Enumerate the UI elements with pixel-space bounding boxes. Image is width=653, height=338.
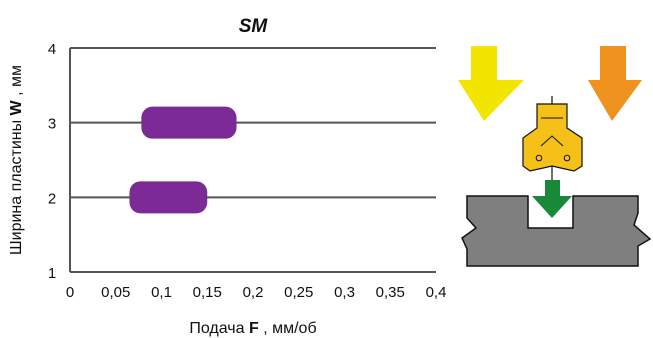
x-tick-label: 0,05 xyxy=(101,284,130,301)
x-tick-label: 0,35 xyxy=(376,284,405,301)
x-axis-label-symbol: F xyxy=(249,320,259,337)
chart-title: SM xyxy=(239,16,269,37)
x-tick-label: 0,15 xyxy=(193,284,222,301)
bars xyxy=(129,106,237,214)
y-tick-label: 3 xyxy=(48,116,56,133)
range-bar-w2 xyxy=(129,181,208,214)
x-tick-label: 0,1 xyxy=(151,284,172,301)
yellow-down-arrow xyxy=(458,46,524,121)
y-axis-label-symbol: W xyxy=(8,99,25,115)
x-axis-label-text: Подача xyxy=(189,320,244,337)
x-axis-label-unit: , мм/об xyxy=(263,320,316,337)
x-tick-label: 0,25 xyxy=(284,284,313,301)
x-tick-label: 0,4 xyxy=(426,284,447,301)
cutting-insert xyxy=(522,103,583,172)
x-tick-label: 0 xyxy=(66,284,74,301)
x-tick-label: 0,2 xyxy=(243,284,264,301)
y-axis-label-unit: , мм xyxy=(8,65,25,96)
insert-hole-right xyxy=(563,154,571,162)
y-axis-label: Ширина пластины W , мм xyxy=(8,65,25,255)
insert-hole-left xyxy=(535,154,543,162)
workpiece-block xyxy=(461,195,652,267)
gridlines xyxy=(70,47,436,273)
x-tick-label: 0,3 xyxy=(334,284,355,301)
y-tick-label: 4 xyxy=(48,41,56,58)
y-tick-labels: 1 2 3 4 xyxy=(48,41,56,282)
orange-down-arrow xyxy=(588,46,642,121)
x-axis-label: Подача F , мм/об xyxy=(189,320,316,337)
y-axis-label-text: Ширина пластины xyxy=(8,120,25,255)
cutting-diagram xyxy=(458,46,652,267)
feed-direction-arrow xyxy=(532,180,572,218)
range-bar-w3 xyxy=(141,106,237,139)
insert-notch xyxy=(540,135,564,147)
plot-area: 0 0,05 0,1 0,15 0,2 0,25 0,3 0,35 0,4 1 2 3 4 xyxy=(48,41,447,301)
y-tick-label: 2 xyxy=(48,190,56,207)
y-tick-label: 1 xyxy=(48,265,56,282)
x-tick-labels: 0 0,05 0,1 0,15 0,2 0,25 0,3 0,35 0,4 xyxy=(66,284,447,301)
